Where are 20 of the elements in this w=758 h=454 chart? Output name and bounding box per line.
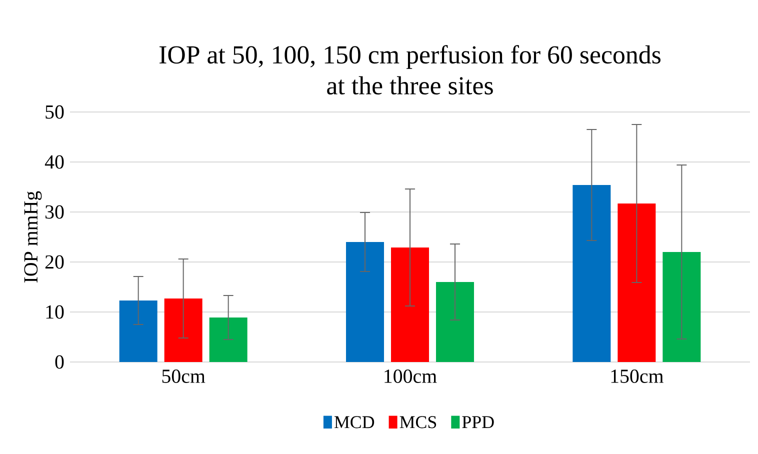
legend-label: MCD bbox=[334, 416, 374, 428]
x-tick-label: 100cm bbox=[384, 370, 437, 383]
y-tick-label: 10 bbox=[46, 305, 64, 319]
y-tick-label: 50 bbox=[46, 105, 64, 119]
y-tick-label: 20 bbox=[45, 255, 64, 269]
y-tick-label: 0 bbox=[55, 355, 64, 369]
y-tick-label: 40 bbox=[44, 155, 64, 169]
bar bbox=[436, 282, 474, 362]
legend-label: MCS bbox=[400, 416, 436, 428]
chart-title: IOP at 50, 100, 150 cm perfusion for 60 seconds at the three sites bbox=[160, 45, 660, 95]
x-tick-label: 50cm bbox=[162, 370, 206, 383]
legend-label: PPD bbox=[462, 416, 494, 428]
x-tick-label: 150cm bbox=[611, 370, 664, 383]
y-axis-title: IOP mmHg bbox=[24, 191, 42, 282]
bar bbox=[209, 318, 248, 362]
bar bbox=[572, 185, 611, 362]
bar bbox=[119, 300, 158, 362]
bar bbox=[618, 204, 656, 362]
y-tick-label: 30 bbox=[46, 205, 64, 219]
bar bbox=[346, 242, 384, 362]
